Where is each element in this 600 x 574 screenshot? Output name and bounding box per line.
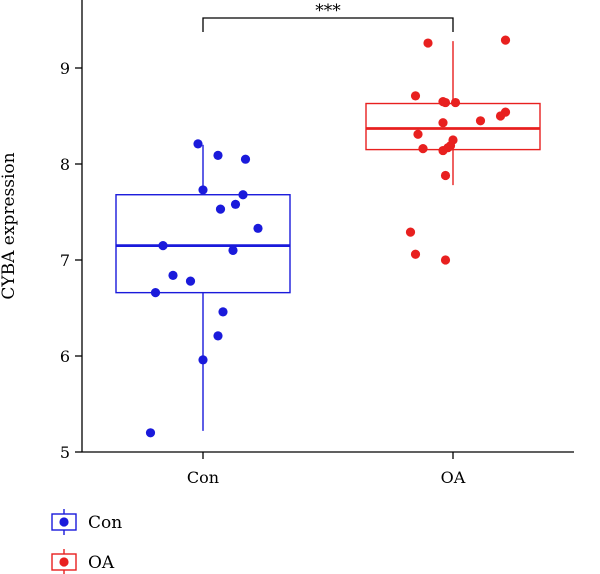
data-point [185,276,196,286]
data-point [238,190,248,200]
axes: 5 6 7 8 9 Con OA CYBA expression [0,0,574,487]
data-point [150,288,161,298]
significance-label: *** [315,1,341,21]
data-point [213,150,223,160]
data-point [240,154,251,164]
data-point [410,249,421,259]
y-axis-title: CYBA expression [0,152,19,299]
series-oa [365,35,541,265]
data-point [230,199,241,209]
data-point [228,245,238,255]
data-point [198,355,208,365]
data-point [440,170,451,181]
legend-item-con: Con [51,509,122,535]
data-point [440,97,451,108]
legend: Con OA [51,509,122,574]
data-point [145,428,156,438]
data-point [413,129,423,139]
data-point [198,185,208,195]
x-tick-label: OA [441,468,466,487]
data-point [405,227,416,237]
data-point [500,35,511,45]
y-tick-label: 5 [60,443,70,462]
x-tick-label: Con [187,468,219,487]
y-tick-label: 9 [60,59,70,78]
legend-dot [59,557,69,567]
data-point [168,270,178,280]
legend-label: OA [88,553,115,573]
data-point [158,241,168,251]
box [115,194,291,294]
data-point [440,255,451,265]
data-point [438,145,448,156]
data-point [410,91,421,101]
y-tick-label: 8 [60,155,70,174]
data-point [213,331,223,341]
data-point [253,223,263,233]
significance-annotation: *** [202,1,454,32]
y-tick-label: 6 [60,347,70,366]
significance-bracket [202,17,454,32]
series-con [115,139,291,438]
data-point [438,118,448,128]
data-point [215,204,226,214]
plot-area [115,35,541,438]
data-point [475,116,486,126]
legend-label: Con [88,513,122,533]
data-point [495,111,506,121]
legend-item-oa: OA [51,549,115,574]
y-tick-label: 7 [60,251,70,270]
data-point [423,38,433,48]
legend-dot [59,517,69,527]
data-point [193,139,203,149]
data-point [450,97,461,108]
data-point [418,144,428,154]
data-point [218,307,228,317]
